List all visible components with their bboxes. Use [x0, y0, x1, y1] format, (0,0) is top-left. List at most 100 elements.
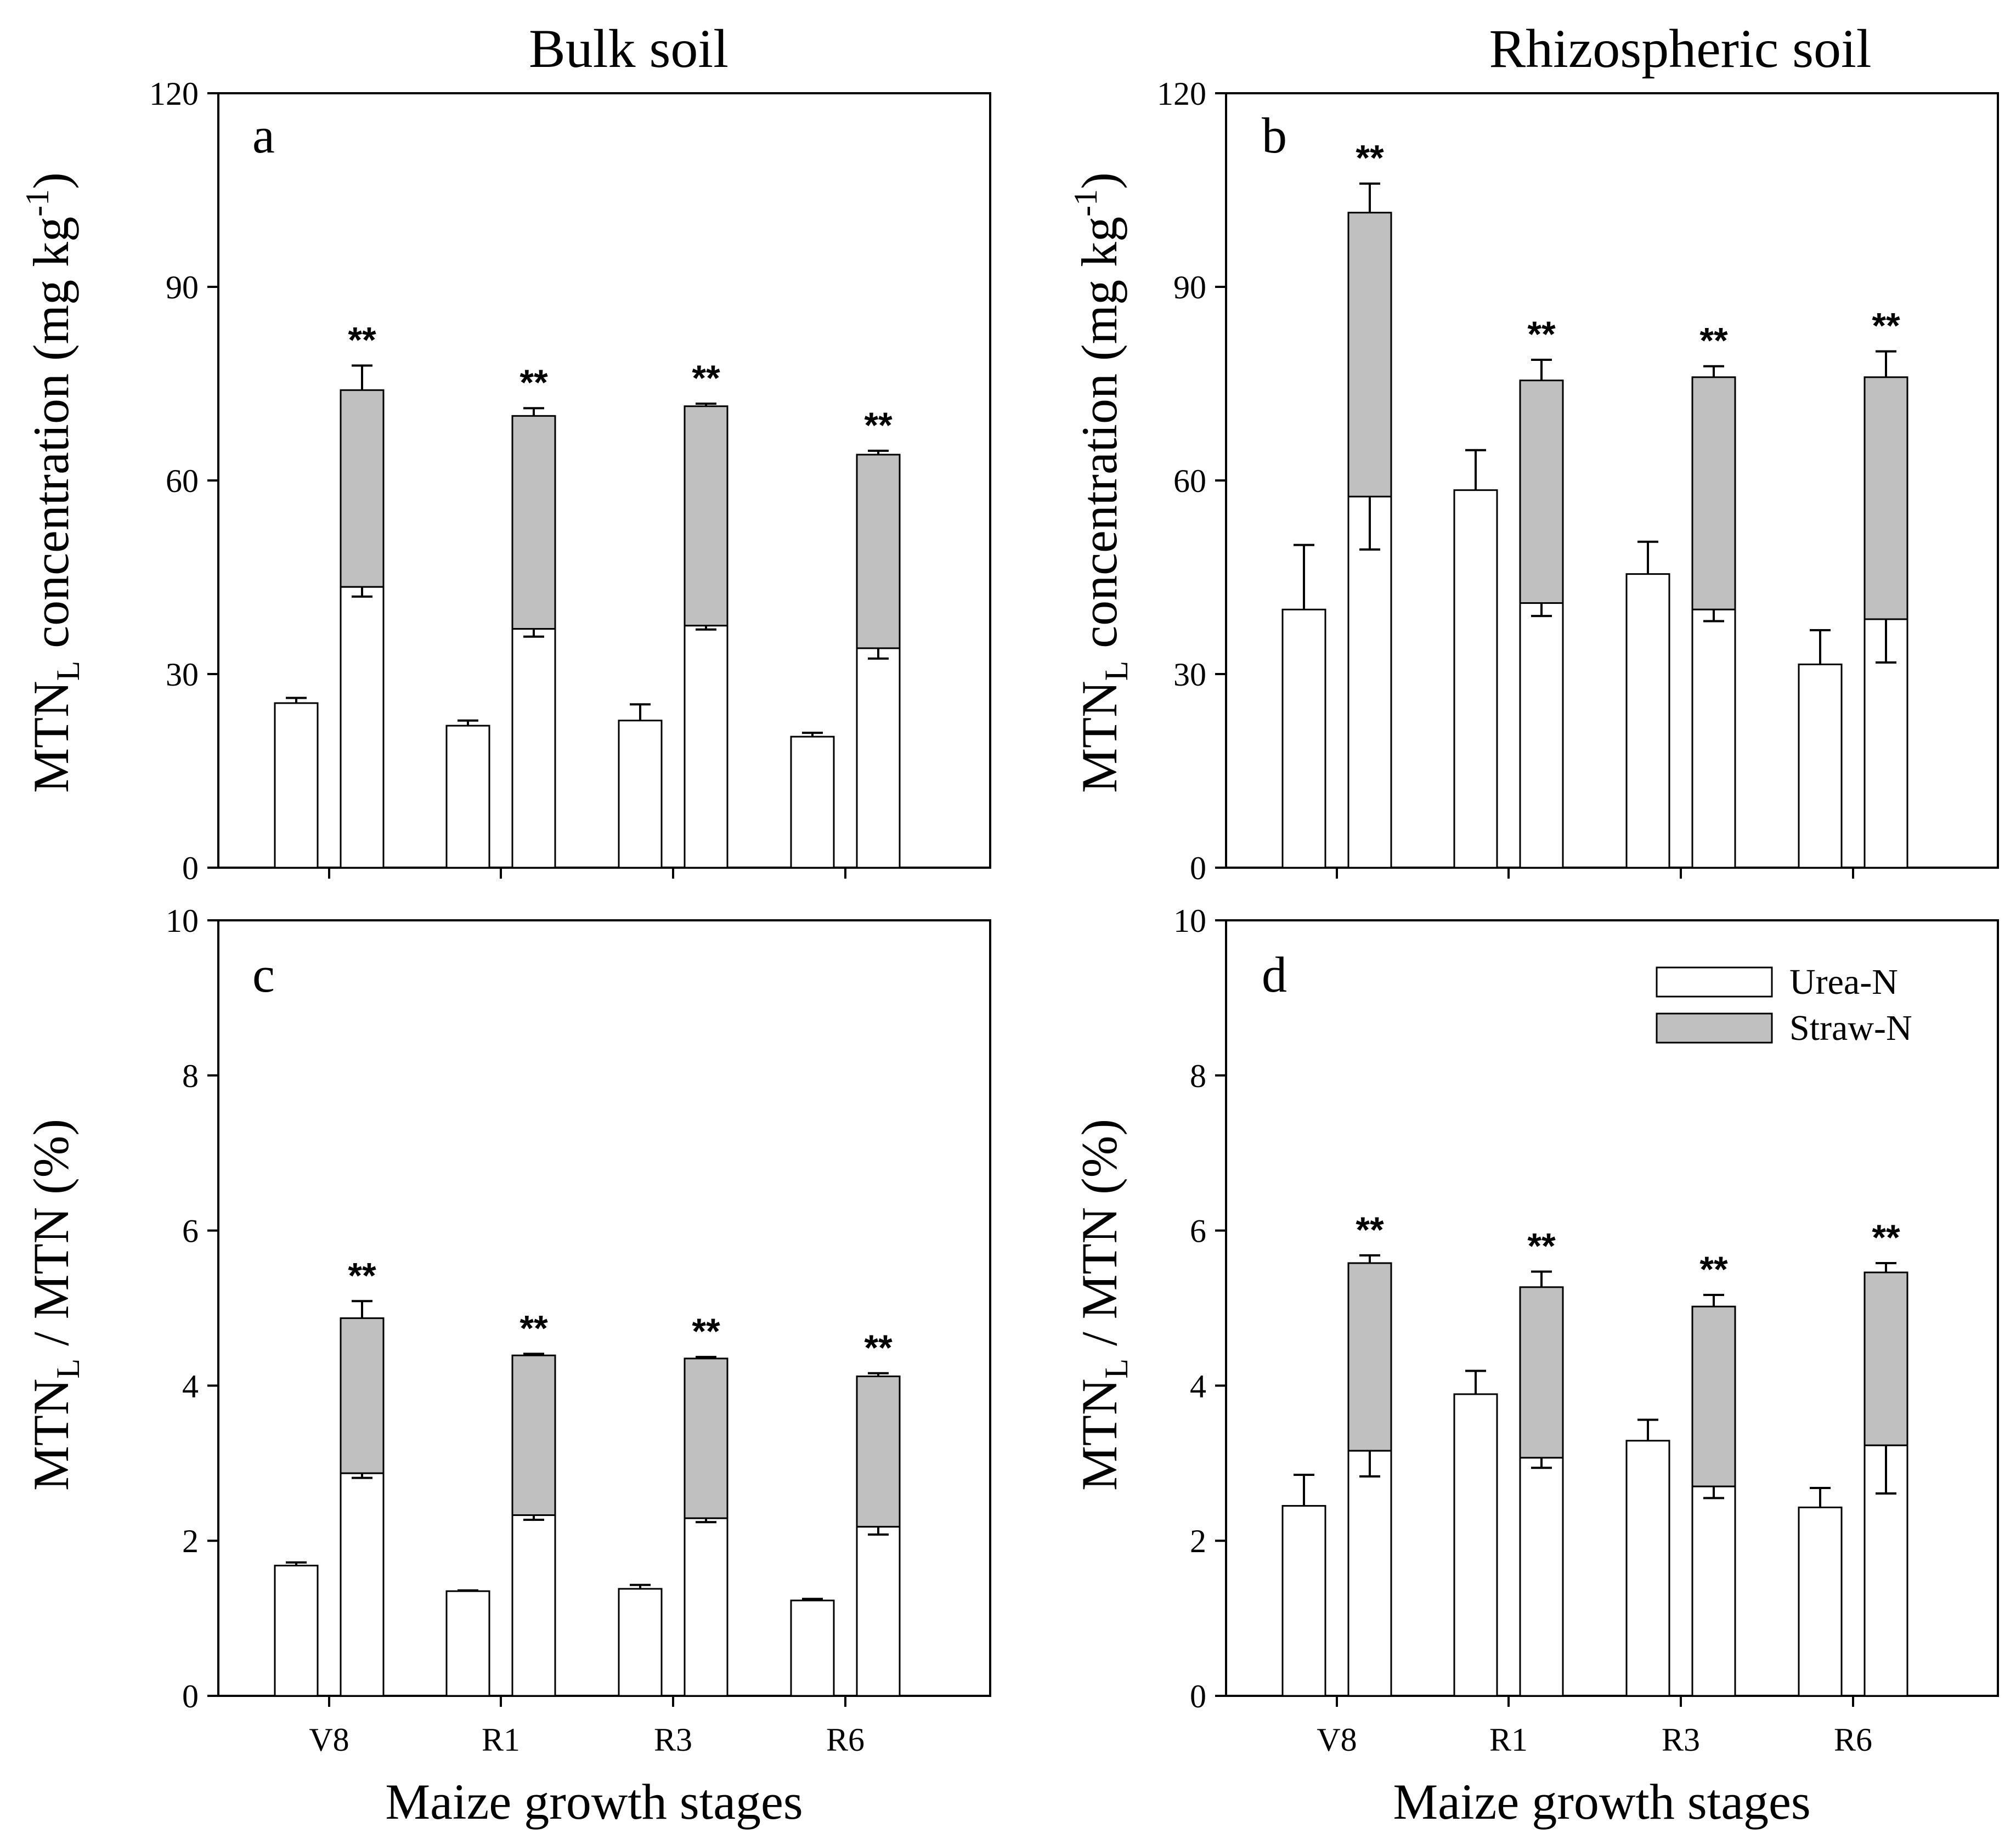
bar-urea-stacked-d-R1: [1519, 1457, 1564, 1697]
xtick-label-c-V8: V8: [309, 1722, 349, 1758]
bar-straw-a-R1: [511, 415, 556, 630]
legend-swatch-straw-n: [1656, 1012, 1773, 1044]
plot-frame-c: [217, 919, 991, 1697]
xtick-label-d-R3: R3: [1662, 1722, 1700, 1758]
ytick-label-b-1: 30: [1173, 657, 1206, 693]
xtick-label-c-R3: R3: [654, 1722, 692, 1758]
bar-straw-c-R6: [856, 1375, 901, 1528]
bar-straw-d-R6: [1863, 1271, 1908, 1446]
panel-letter-c: c: [252, 947, 275, 1003]
bar-urea-only-d-R1: [1453, 1393, 1498, 1697]
ytick-label-a-4: 120: [149, 76, 199, 112]
ytick-label-b-0: 0: [1190, 850, 1206, 886]
ytick-label-d-0: 0: [1190, 1678, 1206, 1714]
sig-marker-a-R1: **: [519, 362, 548, 403]
sig-marker-c-R1: **: [519, 1308, 548, 1348]
bar-straw-c-R1: [511, 1354, 556, 1517]
bar-straw-b-V8: [1347, 212, 1392, 497]
bar-urea-stacked-c-V8: [340, 1472, 385, 1697]
xtick-label-d-V8: V8: [1317, 1722, 1357, 1758]
bar-straw-c-R3: [684, 1357, 729, 1519]
ytick-label-a-0: 0: [182, 850, 199, 886]
bar-urea-stacked-c-R1: [511, 1514, 556, 1697]
bar-urea-only-b-R3: [1625, 573, 1670, 869]
bar-urea-only-a-R1: [445, 725, 490, 869]
panel-letter-a: a: [252, 107, 275, 163]
legend-label-straw-n: Straw-N: [1789, 1008, 1912, 1048]
bar-urea-only-c-R1: [445, 1590, 490, 1697]
sig-marker-d-R1: **: [1527, 1226, 1556, 1266]
bar-straw-a-R3: [684, 405, 729, 627]
xaxis-title-left: Maize growth stages: [385, 1774, 803, 1830]
ytick-label-d-4: 8: [1190, 1058, 1206, 1094]
bar-straw-d-R1: [1519, 1286, 1564, 1459]
sig-marker-b-R1: **: [1527, 314, 1556, 354]
bar-urea-only-d-R3: [1625, 1440, 1670, 1697]
bar-urea-stacked-b-R6: [1863, 618, 1908, 869]
legend: Urea-N Straw-N: [1656, 962, 1912, 1048]
bar-urea-only-c-V8: [274, 1564, 319, 1697]
bar-urea-stacked-a-R1: [511, 628, 556, 869]
panel-letter-d: d: [1262, 947, 1287, 1003]
sig-marker-a-R6: **: [864, 405, 893, 445]
sig-marker-c-R3: **: [692, 1311, 720, 1351]
bar-urea-only-d-R6: [1798, 1506, 1843, 1697]
bar-urea-only-b-R1: [1453, 489, 1498, 869]
xaxis-title-right: Maize growth stages: [1393, 1774, 1810, 1830]
ytick-label-a-2: 60: [166, 463, 199, 499]
bar-straw-a-V8: [340, 389, 385, 588]
sig-marker-c-V8: **: [348, 1255, 376, 1295]
title-rhizospheric-soil: Rhizospheric soil: [1489, 18, 1871, 79]
bar-straw-c-V8: [340, 1317, 385, 1474]
bar-straw-d-R3: [1691, 1305, 1736, 1487]
panel-letter-b: b: [1262, 107, 1287, 163]
ytick-label-b-2: 60: [1173, 463, 1206, 499]
ytick-label-c-1: 2: [182, 1523, 199, 1559]
sig-marker-a-R3: **: [692, 358, 720, 398]
bar-urea-only-a-R6: [790, 735, 835, 869]
ytick-label-c-3: 6: [182, 1213, 199, 1249]
ytick-label-d-2: 4: [1190, 1368, 1206, 1404]
plot-frame-d: [1225, 919, 1999, 1697]
panel-a: 0 30 60 90 120 a ** ** ** **: [149, 76, 991, 886]
bar-urea-only-c-R6: [790, 1599, 835, 1697]
bar-urea-stacked-c-R3: [684, 1517, 729, 1697]
ytick-label-d-1: 2: [1190, 1523, 1206, 1559]
panel-c: 0 2 4 6 8 10 V8 R1 R3 R6 c ** ** ** **: [166, 903, 991, 1758]
xtick-label-d-R6: R6: [1834, 1722, 1872, 1758]
panel-d: 0 2 4 6 8 10 V8 R1 R3 R6 d ** ** ** **: [1173, 903, 1999, 1758]
bar-urea-stacked-a-V8: [340, 586, 385, 869]
bar-urea-only-d-V8: [1281, 1505, 1326, 1697]
ytick-label-c-4: 8: [182, 1058, 199, 1094]
sig-marker-b-R3: **: [1699, 320, 1728, 361]
ytick-label-c-5: 10: [166, 903, 199, 939]
sig-marker-b-V8: **: [1356, 138, 1384, 178]
ylabel-panel-c: MTNL / MTN (%): [23, 1119, 86, 1491]
legend-swatch-urea-n: [1656, 966, 1773, 998]
bar-urea-stacked-b-R1: [1519, 602, 1564, 869]
bar-urea-stacked-a-R3: [684, 625, 729, 869]
bar-urea-only-b-V8: [1281, 608, 1326, 869]
bar-urea-stacked-b-R3: [1691, 608, 1736, 869]
ytick-label-c-0: 0: [182, 1678, 199, 1714]
bar-straw-d-V8: [1347, 1262, 1392, 1452]
ytick-label-b-4: 120: [1157, 76, 1206, 112]
sig-marker-d-V8: **: [1356, 1209, 1384, 1250]
ytick-label-c-2: 4: [182, 1368, 199, 1404]
xtick-label-c-R1: R1: [482, 1722, 520, 1758]
ylabel-panel-b: MTNL concentration (mg kg-1): [1068, 172, 1134, 793]
ytick-label-a-3: 90: [166, 269, 199, 305]
bar-straw-b-R1: [1519, 380, 1564, 604]
bar-straw-b-R3: [1691, 376, 1736, 610]
ytick-label-a-1: 30: [166, 657, 199, 693]
bar-urea-only-c-R3: [618, 1588, 663, 1697]
sig-marker-a-V8: **: [348, 320, 376, 360]
bar-urea-only-b-R6: [1798, 663, 1843, 869]
bar-urea-stacked-d-V8: [1347, 1450, 1392, 1697]
ylabel-panel-d: MTNL / MTN (%): [1071, 1119, 1134, 1491]
sig-marker-b-R6: **: [1872, 305, 1900, 346]
bar-urea-only-a-R3: [618, 720, 663, 869]
bar-straw-b-R6: [1863, 376, 1908, 620]
panel-b: 0 30 60 90 120 b ** ** ** **: [1157, 76, 1999, 886]
